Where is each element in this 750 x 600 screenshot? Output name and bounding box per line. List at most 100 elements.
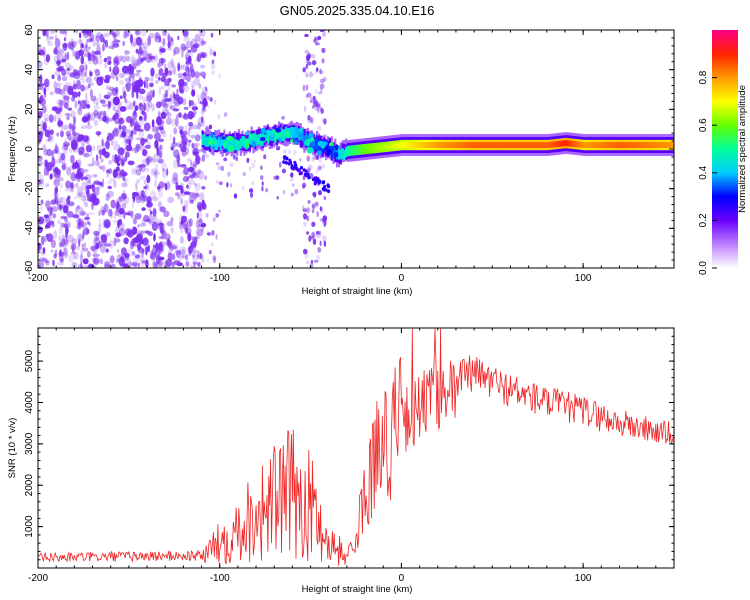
spectral-speckle (201, 186, 206, 190)
spectral-speckle (85, 92, 88, 101)
spectral-speckle (135, 137, 141, 141)
spectral-speckle (198, 83, 202, 89)
ridge-segment (597, 142, 600, 148)
x-tick-label: -100 (210, 573, 230, 584)
spectral-speckle (53, 177, 58, 184)
spectral-speckle (129, 34, 134, 44)
ridge-segment (510, 142, 513, 148)
spectral-speckle (67, 113, 73, 117)
spectral-speckle (155, 101, 162, 109)
spectral-speckle (52, 165, 57, 171)
spectral-speckle (172, 159, 180, 169)
spectral-speckle (88, 46, 91, 50)
ridge-segment (252, 135, 255, 142)
spectral-speckle (87, 179, 91, 184)
spectral-speckle (180, 164, 187, 168)
spectral-speckle (121, 125, 127, 131)
spectral-speckle (121, 182, 128, 188)
y-tick-label: 0 (24, 146, 35, 152)
spectral-speckle (233, 193, 238, 199)
spectral-speckle (187, 142, 191, 147)
spectral-speckle (194, 33, 201, 43)
spectral-speckle (61, 124, 69, 130)
spectral-speckle (130, 54, 134, 61)
spectral-speckle (99, 165, 103, 170)
ridge-segment (374, 145, 377, 151)
spectral-speckle (68, 41, 71, 50)
spectral-speckle (88, 193, 96, 203)
spectral-speckle (162, 130, 167, 138)
spectral-speckle (91, 50, 95, 58)
spectral-speckle (197, 116, 205, 127)
spectral-speckle (68, 123, 73, 130)
spectral-speckle (134, 213, 142, 220)
spectral-speckle (65, 180, 72, 189)
spectral-speckle (197, 210, 203, 220)
spectral-speckle (206, 258, 209, 263)
spectral-speckle (174, 117, 179, 127)
spectral-speckle (129, 120, 132, 128)
spectral-speckle (146, 91, 153, 102)
ridge-segment (426, 142, 430, 148)
spectral-speckle (178, 112, 182, 118)
ridge-branch (296, 168, 300, 173)
spectral-speckle (174, 249, 182, 255)
spectral-speckle (179, 227, 184, 234)
spectral-speckle (84, 30, 92, 35)
spectral-speckle (44, 259, 49, 264)
spectral-speckle (218, 73, 221, 79)
ridge-segment (410, 142, 413, 148)
spectral-speckle (64, 30, 68, 37)
spectral-speckle (322, 32, 326, 37)
spectral-speckle (146, 157, 150, 166)
spectral-speckle (153, 216, 159, 223)
ridge-segment (290, 126, 293, 137)
spectral-speckle (124, 50, 131, 55)
ridge-segment (370, 145, 373, 152)
spectral-speckle (179, 236, 184, 244)
spectral-speckle (74, 196, 77, 200)
spectral-speckle (103, 78, 110, 84)
spectral-speckle (78, 210, 86, 217)
spectral-speckle (53, 114, 57, 122)
spectral-speckle (58, 99, 64, 108)
spectral-speckle (177, 162, 181, 167)
ridge-segment (257, 137, 261, 144)
spectral-speckle (160, 112, 167, 120)
spectral-speckle (248, 188, 254, 193)
ridge-blob (248, 133, 254, 139)
spectral-speckle (98, 149, 105, 155)
spectral-speckle (142, 56, 147, 61)
ridge-segment (461, 142, 464, 148)
spectral-speckle (58, 88, 64, 96)
spectral-speckle (77, 93, 81, 99)
spectral-speckle (85, 41, 88, 49)
spectral-speckle (132, 100, 136, 107)
spectral-speckle (160, 38, 165, 45)
spectral-speckle (107, 190, 114, 198)
spectral-speckle (181, 171, 185, 175)
spectral-speckle (207, 232, 211, 236)
spectral-speckle (62, 242, 67, 250)
spectral-speckle (104, 261, 111, 268)
spectral-speckle (91, 157, 95, 166)
spectral-speckle (58, 251, 65, 257)
spectral-speckle (60, 183, 63, 189)
spectral-speckle (171, 176, 178, 185)
spectral-speckle (84, 86, 91, 90)
ridge-segment (361, 146, 364, 153)
spectral-speckle (66, 51, 70, 61)
spectral-speckle (73, 133, 77, 142)
spectral-speckle (40, 251, 46, 256)
ridge-segment (450, 142, 453, 148)
ridge-segment (328, 146, 331, 153)
spectral-speckle (112, 32, 117, 38)
spectral-speckle (186, 184, 189, 189)
spectral-speckle (321, 58, 325, 64)
spectral-speckle (74, 139, 79, 150)
ridge-segment (499, 142, 502, 148)
spectral-speckle (131, 195, 136, 200)
ridge-segment (523, 142, 526, 148)
spectral-speckle (101, 138, 104, 147)
ridge-segment (341, 148, 344, 159)
